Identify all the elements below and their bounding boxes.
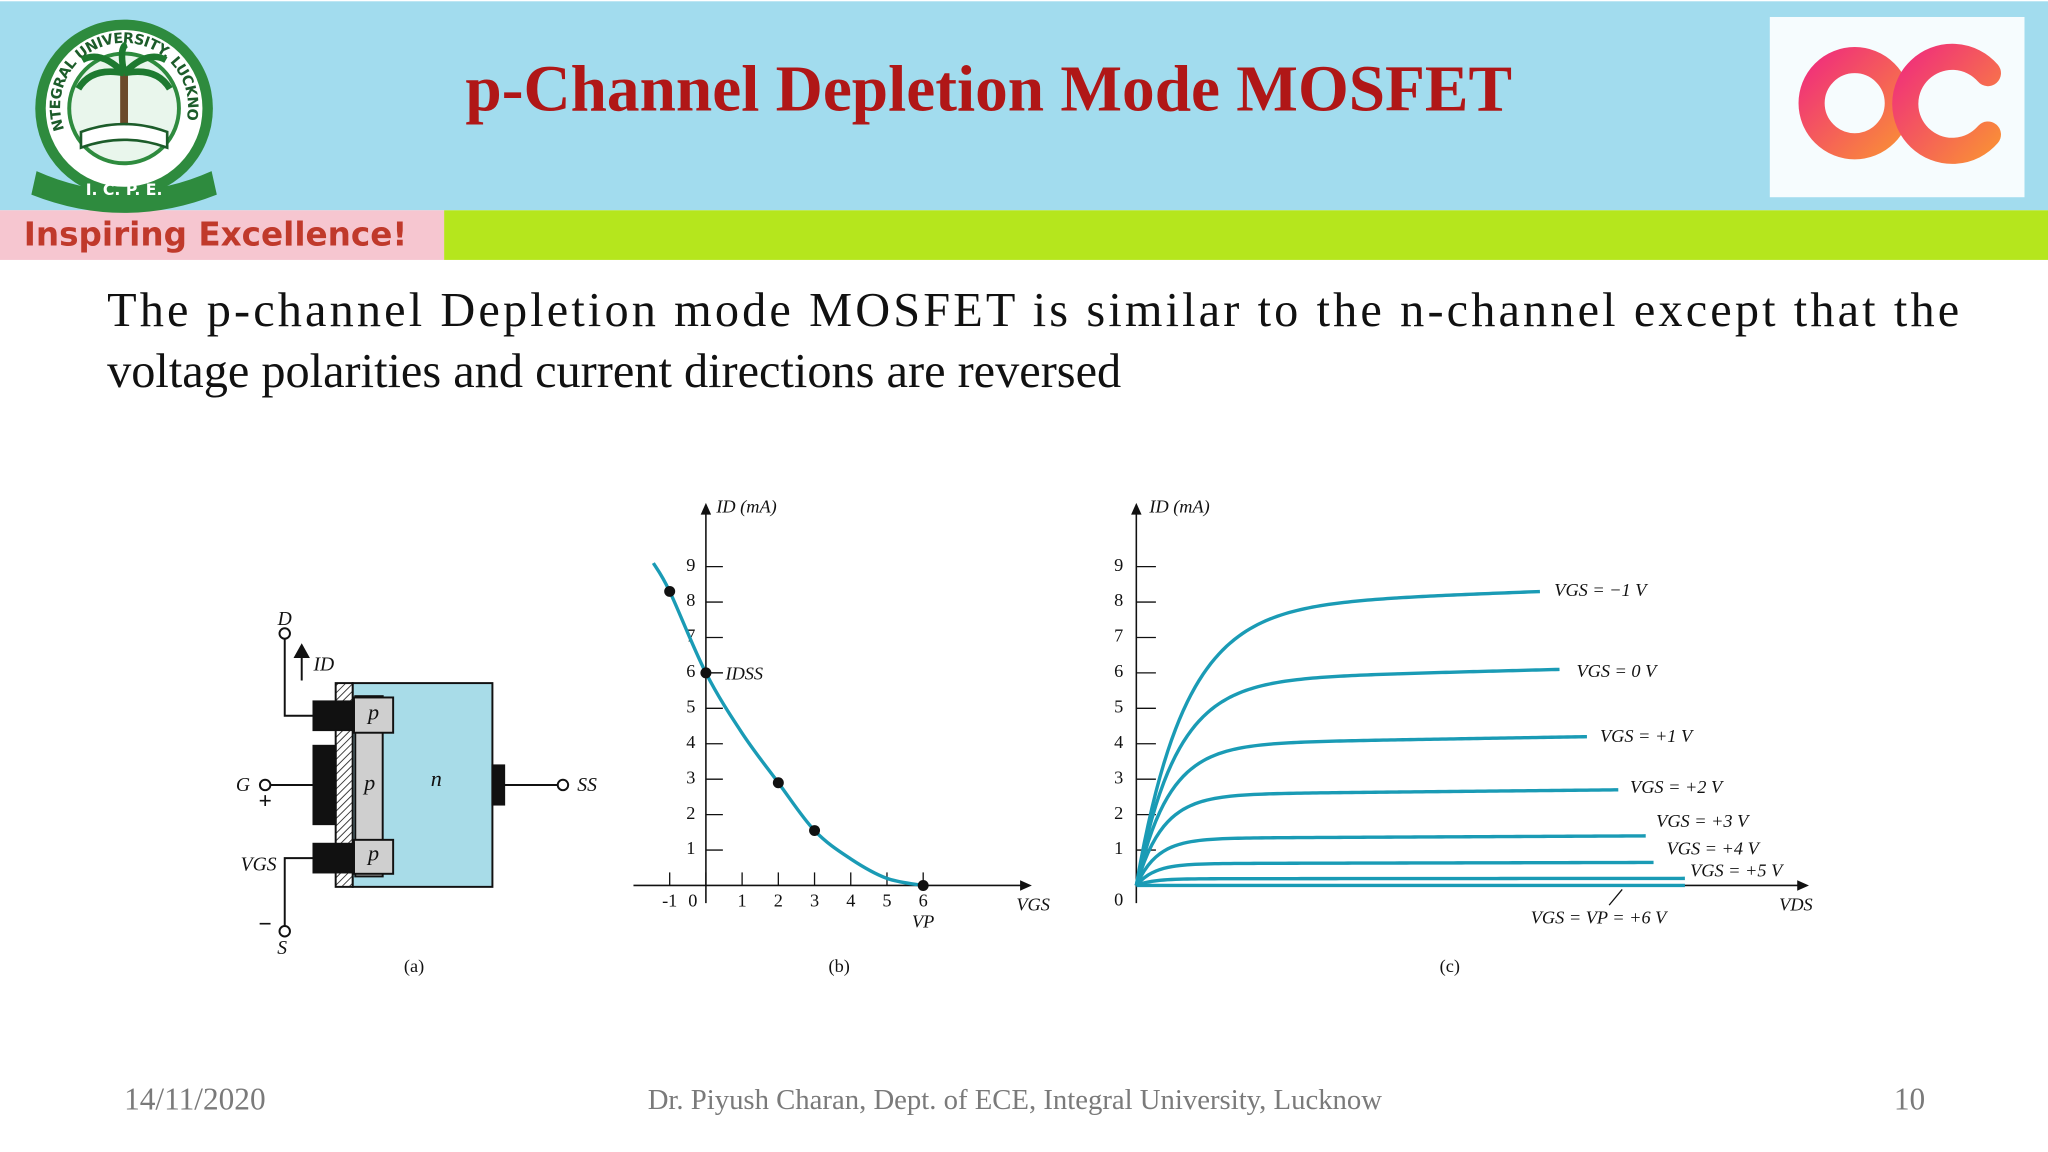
body-line: voltage polarities and current direction… <box>107 345 1121 398</box>
y-tick-label: 3 <box>686 767 695 787</box>
body-line: The p-channel Depletion mode MOSFET is s… <box>107 284 1959 337</box>
x-tick-label: 1 <box>738 891 747 911</box>
label-g: G <box>236 775 250 796</box>
label-d: D <box>277 609 292 630</box>
footer-page: 10 <box>1894 1082 1925 1117</box>
x-tick-label: 3 <box>810 891 819 911</box>
label-p: p <box>362 770 375 795</box>
data-point <box>809 825 821 837</box>
y-axis-label: ID (mA) <box>715 496 776 517</box>
label-leader <box>1608 889 1623 906</box>
label-plus: + <box>258 789 271 815</box>
label-p: p <box>366 841 379 866</box>
y-tick-label: 1 <box>1114 838 1123 858</box>
y-tick-label: 0 <box>1114 889 1123 909</box>
x-axis-label: VDS <box>1779 895 1812 915</box>
output-curve <box>1135 876 1685 888</box>
curve-label: VGS = +5 V <box>1690 861 1784 881</box>
axis-arrow <box>700 502 712 515</box>
x-tick-label: -1 <box>662 891 677 911</box>
annotation: VP <box>912 912 934 932</box>
header-band <box>0 1 2048 211</box>
tagline: Inspiring Excellence! <box>24 215 408 253</box>
label-p: p <box>366 700 379 725</box>
y-tick-label: 5 <box>686 697 695 717</box>
y-tick-label: 5 <box>1114 697 1123 717</box>
output-curve <box>1134 834 1646 887</box>
y-tick-label: 4 <box>1114 732 1123 752</box>
x-tick-label: 6 <box>919 891 928 911</box>
label-id: ID <box>312 655 334 676</box>
curve-label: VGS = +4 V <box>1667 838 1761 858</box>
axis-arrow <box>1797 880 1809 891</box>
x-tick-label: 2 <box>774 891 783 911</box>
y-tick-label: 2 <box>686 803 695 823</box>
output-curve <box>1134 734 1587 886</box>
caption: (b) <box>829 956 850 977</box>
charts: 1 2 3 4 5 6 7 8 9 -1 0 1 2 3 4 5 6 ID (mA) VGS IDSS VP (b) 0 1 2… <box>633 496 1813 977</box>
slide-title: p-Channel Depletion Mode MOSFET <box>465 53 1512 125</box>
y-tick-label: 3 <box>1114 767 1123 787</box>
accent-bar <box>444 210 2048 260</box>
label-ss: SS <box>577 775 597 796</box>
x-axis-label: VGS <box>1016 895 1049 915</box>
y-tick-label: 8 <box>1114 590 1123 610</box>
label-vgs: VGS <box>241 854 277 875</box>
tagline-box <box>0 210 445 260</box>
y-tick-label: 9 <box>1114 555 1123 575</box>
data-point <box>700 667 712 679</box>
device-diagram <box>258 627 570 938</box>
output-curve <box>1134 589 1540 886</box>
footer-date: 14/11/2020 <box>124 1082 266 1117</box>
x-tick-label: 0 <box>688 891 697 911</box>
data-point <box>917 879 929 891</box>
data-point <box>664 585 676 597</box>
label-s: S <box>277 938 287 959</box>
y-tick-label: 9 <box>686 555 695 575</box>
y-tick-label: 6 <box>686 661 695 681</box>
data-point <box>772 777 784 789</box>
x-tick-label: 4 <box>846 891 855 911</box>
caption: (a) <box>404 956 424 977</box>
curve-label: VGS = +3 V <box>1656 811 1750 831</box>
label-n: n <box>431 766 442 791</box>
curve-label: VGS = +2 V <box>1630 777 1724 797</box>
curve-label: VGS = VP = +6 V <box>1531 908 1668 928</box>
pc-logo <box>1769 16 2025 198</box>
y-tick-label: 4 <box>686 732 695 752</box>
output-curve <box>1134 788 1619 886</box>
axis-arrow <box>1020 880 1032 891</box>
caption: (c) <box>1440 956 1460 977</box>
transfer-curve <box>651 562 924 888</box>
logo-initials: I. C. P. E. <box>86 180 163 199</box>
y-tick-label: 7 <box>1114 626 1123 646</box>
curve-label: VGS = −1 V <box>1554 580 1648 600</box>
curve-label: VGS = +1 V <box>1600 726 1694 746</box>
curve-label: VGS = 0 V <box>1576 661 1658 681</box>
annotation: IDSS <box>724 664 763 684</box>
footer-author: Dr. Piyush Charan, Dept. of ECE, Integra… <box>648 1084 1383 1116</box>
y-tick-label: 8 <box>686 590 695 610</box>
y-tick-label: 6 <box>1114 661 1123 681</box>
x-tick-label: 5 <box>882 891 891 911</box>
y-tick-label: 2 <box>1114 803 1123 823</box>
label-minus: − <box>258 911 271 937</box>
y-tick-label: 7 <box>686 626 695 646</box>
output-curve <box>1135 860 1654 887</box>
y-tick-label: 1 <box>686 838 695 858</box>
output-curve <box>1134 667 1560 886</box>
axis-arrow <box>1131 502 1142 515</box>
y-axis-label: ID (mA) <box>1148 496 1209 517</box>
